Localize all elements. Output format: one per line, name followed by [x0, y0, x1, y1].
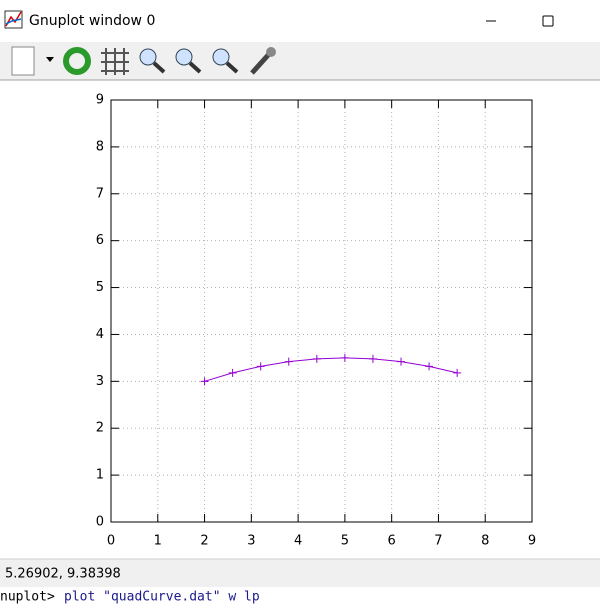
grid-icon[interactable]	[101, 48, 129, 75]
y-tick-label: 7	[96, 186, 104, 201]
x-tick-label: 1	[154, 534, 162, 549]
export-icon[interactable]	[11, 46, 35, 76]
app-icon	[4, 10, 23, 29]
replot-icon[interactable]	[63, 47, 91, 75]
x-tick-label: 2	[200, 534, 208, 549]
export-dropdown[interactable]	[46, 57, 54, 62]
y-tick-label: 5	[96, 280, 104, 295]
data-line	[204, 357, 458, 382]
y-tick-label: 4	[96, 327, 104, 342]
x-tick-label: 0	[107, 534, 115, 549]
point-marker	[200, 377, 209, 386]
title-bar	[0, 0, 600, 42]
console-prompt: nuplot>	[0, 590, 55, 605]
zoom-in-icon[interactable]	[175, 48, 202, 74]
point-marker	[256, 362, 265, 371]
x-tick-label: 5	[341, 534, 349, 549]
point-marker	[453, 368, 462, 377]
zoom-out-icon[interactable]	[139, 48, 166, 74]
point-marker	[228, 368, 237, 377]
toolbar	[0, 42, 600, 80]
x-tick-label: 7	[434, 534, 442, 549]
zoom-reset-icon[interactable]	[212, 48, 239, 74]
plot: 0 1 2 3 4 5 6 7 8 9 0 1 2 3 4 5 6 7 8 9	[96, 93, 536, 549]
x-tick-label: 8	[481, 534, 489, 549]
console	[0, 587, 600, 607]
settings-icon[interactable]	[250, 47, 276, 75]
y-tick-label: 6	[96, 233, 104, 248]
y-tick-label: 0	[96, 515, 104, 530]
x-tick-label: 9	[528, 534, 536, 549]
point-marker	[397, 357, 406, 366]
plot-border	[110, 99, 533, 523]
x-tick-label: 4	[294, 534, 302, 549]
x-tick-label: 6	[388, 534, 396, 549]
status-bar	[0, 559, 600, 587]
status-coordinates: 5.26902, 9.38398	[5, 567, 121, 582]
y-tick-label: 2	[96, 421, 104, 436]
y-tick-label: 3	[96, 374, 104, 389]
maximize-button[interactable]	[542, 15, 554, 27]
y-tick-label: 9	[96, 93, 104, 108]
point-marker	[368, 354, 377, 363]
plot-canvas	[0, 81, 600, 559]
window-title: Gnuplot window 0	[29, 13, 155, 29]
point-marker	[340, 353, 349, 362]
point-marker	[312, 354, 321, 363]
x-tick-label: 3	[247, 534, 255, 549]
toolbar-icons	[11, 46, 276, 76]
y-tick-label: 1	[96, 468, 104, 483]
point-marker	[425, 362, 434, 371]
console-command: plot "quadCurve.dat" w lp	[64, 590, 260, 605]
point-marker	[284, 357, 293, 366]
y-tick-label: 8	[96, 139, 104, 154]
